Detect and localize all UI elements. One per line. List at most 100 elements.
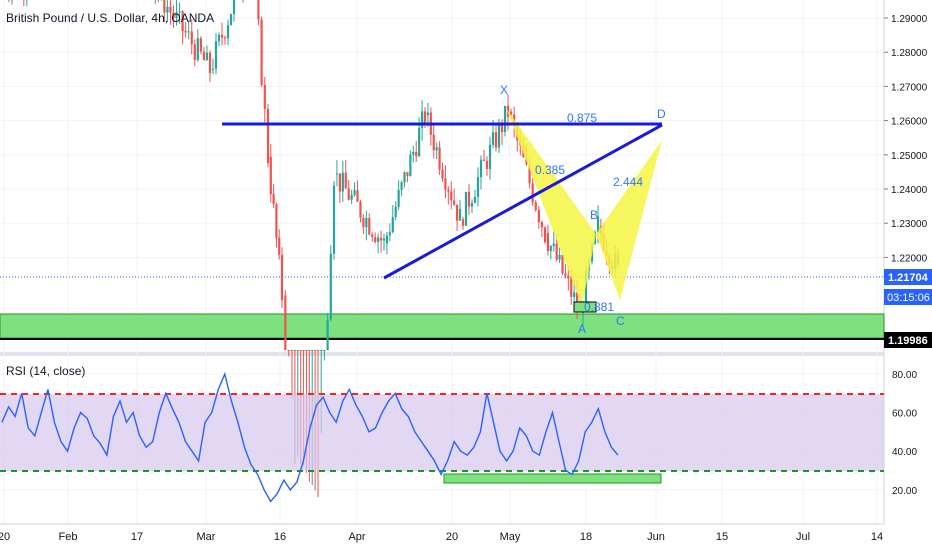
candle-body: [552, 243, 555, 247]
candle-body: [365, 218, 368, 228]
rsi-title[interactable]: RSI (14, close): [6, 364, 85, 378]
candle-body: [453, 200, 456, 205]
candle-body: [308, 350, 311, 351]
candle-body: [359, 201, 362, 218]
candle-body: [350, 194, 353, 200]
candle-body: [558, 254, 561, 260]
candle-body: [302, 350, 305, 351]
candle-body: [316, 350, 320, 351]
candle-body: [426, 112, 430, 116]
candle-body: [497, 123, 501, 148]
price-tick-label: 1.25000: [891, 151, 928, 162]
candle-body: [482, 159, 486, 161]
candle-body: [362, 217, 365, 228]
candle-body: [287, 350, 290, 351]
candle-body: [374, 237, 377, 242]
candle-body: [371, 234, 374, 238]
candle-body: [190, 31, 193, 45]
time-axis[interactable]: 20 Feb 17 Mar 16 Apr 20 May 18 Jun 15 Jul 14: [0, 531, 883, 543]
candle-body: [435, 147, 438, 151]
candle-body: [341, 172, 344, 192]
rsi-band: [0, 394, 884, 471]
pane-separator[interactable]: [0, 352, 884, 356]
candle-body: [314, 350, 317, 351]
candle-body: [540, 222, 544, 228]
ratio-xd-label: 0.875: [567, 111, 597, 125]
pattern-point-d: D: [657, 107, 666, 121]
candle-body: [208, 52, 212, 74]
current-price-value: 1.21704: [888, 272, 929, 284]
candle-body: [323, 350, 326, 351]
candle-body: [356, 190, 359, 202]
candle-body: [447, 189, 450, 192]
candle-body: [269, 156, 272, 194]
candle-body: [163, 0, 166, 13]
candle-body: [175, 12, 178, 19]
candle-body: [260, 19, 263, 85]
price-tick-label: 1.23000: [891, 219, 928, 230]
time-label: 20: [0, 531, 10, 543]
candle-body: [266, 108, 270, 163]
candle-body: [546, 233, 550, 251]
candle-body: [415, 151, 418, 157]
rsi-tick-label: 80.00: [892, 370, 917, 381]
candle-body: [479, 159, 483, 178]
price-axis-panel[interactable]: [884, 0, 932, 524]
candle-body: [450, 191, 453, 201]
candle-body: [272, 193, 275, 205]
candle-body: [193, 44, 196, 60]
candle-body: [196, 38, 199, 60]
candle-body: [461, 219, 465, 226]
time-label: Apr: [348, 531, 365, 543]
candle-body: [275, 204, 278, 238]
candle-body: [226, 24, 230, 39]
ascending-trendline[interactable]: [383, 123, 663, 280]
candle-body: [444, 178, 447, 190]
candle-body: [509, 111, 513, 115]
price-axis-ticks: 1.29000 1.28000 1.27000 1.26000 1.25000 1.240…: [884, 14, 928, 264]
candle-body: [491, 132, 495, 145]
candle-body: [181, 11, 184, 31]
candle-body: [263, 84, 266, 109]
candle-body: [537, 209, 540, 223]
candle-body: [305, 350, 308, 351]
candle-body: [388, 231, 391, 236]
candle-body: [329, 253, 332, 320]
candle-body: [211, 68, 215, 71]
price-tick-label: 1.22000: [891, 253, 928, 264]
candle-body: [217, 34, 221, 42]
candle-body: [187, 31, 190, 33]
symbol-title[interactable]: British Pound / U.S. Dollar, 4h, OANDA: [6, 11, 214, 25]
candle-body: [441, 169, 444, 179]
candle-body: [284, 295, 287, 350]
candle-body: [278, 237, 281, 255]
candle-body: [311, 350, 314, 351]
price-tick-label: 1.28000: [891, 48, 928, 59]
level-price-value: 1.19986: [888, 335, 928, 347]
candle-body: [199, 38, 202, 52]
candle-body: [223, 37, 227, 39]
candle-body: [214, 41, 218, 69]
candle-body: [377, 237, 380, 242]
pattern-point-a: A: [578, 322, 586, 336]
candle-body: [531, 183, 534, 203]
point-a-marker: [573, 301, 597, 313]
price-tick-label: 1.24000: [891, 185, 928, 196]
candle-body: [438, 147, 441, 170]
candle-body: [423, 111, 427, 123]
pattern-triangle-bcd: [596, 140, 662, 300]
candle-body: [406, 172, 409, 177]
ratio-bd-label: 2.444: [613, 175, 643, 189]
pattern-point-x: X: [500, 83, 508, 97]
candle-body: [476, 177, 480, 197]
candle-body: [549, 246, 552, 251]
candle-body: [418, 127, 421, 157]
candle-body: [409, 154, 412, 177]
candle-body: [596, 216, 600, 233]
candle-body: [205, 52, 209, 61]
candle-body: [567, 275, 570, 279]
candle-body: [332, 185, 336, 254]
candle-body: [368, 218, 371, 235]
time-label: Jun: [647, 531, 665, 543]
candle-body: [335, 173, 339, 175]
